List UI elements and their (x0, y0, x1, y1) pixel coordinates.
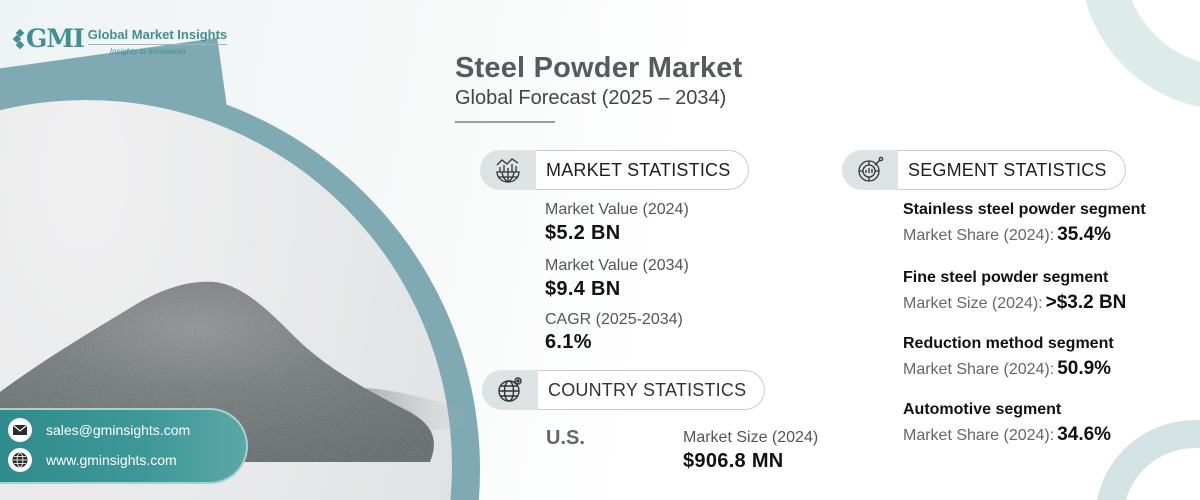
segment-2-title: Fine steel powder segment (903, 269, 1109, 286)
title-divider (455, 121, 555, 123)
country-name: U.S. (546, 427, 585, 449)
cagr-value: 6.1% (545, 331, 592, 353)
country-statistics-heading: COUNTRY STATISTICS (538, 370, 766, 410)
segment-1-stat: Market Share (2024): 35.4% (903, 224, 1111, 246)
contact-website[interactable]: www.gminsights.com (46, 452, 177, 468)
segment-2-stat: Market Size (2024): >$3.2 BN (903, 292, 1126, 314)
segment-statistics-header: SEGMENT STATISTICS (842, 150, 1126, 190)
contact-panel: sales@gminsights.com www.gminsights.com (0, 408, 248, 484)
segment-2-label: Market Size (2024): (903, 295, 1043, 312)
page-subtitle: Global Forecast (2025 – 2034) (455, 87, 727, 109)
envelope-icon (8, 418, 32, 442)
segment-1-title: Stainless steel powder segment (903, 201, 1146, 218)
chart-globe-icon (480, 150, 536, 190)
segment-3-title: Reduction method segment (903, 335, 1114, 352)
segment-3-value: 50.9% (1057, 358, 1112, 379)
pie-target-icon (842, 150, 898, 190)
segment-2-value: >$3.2 BN (1045, 292, 1127, 313)
country-market-size-value: $906.8 MN (683, 450, 784, 472)
segment-1-value: 35.4% (1057, 224, 1112, 245)
contact-email-row[interactable]: sales@gminsights.com (8, 418, 190, 442)
cagr-label: CAGR (2025-2034) (545, 311, 683, 328)
gmi-logo: GMI Global Market Insights Insights to I… (12, 24, 228, 56)
segment-3-label: Market Share (2024): (903, 361, 1055, 378)
globe-icon (8, 448, 32, 472)
country-market-size-label: Market Size (2024) (683, 429, 819, 446)
market-value-2034-label: Market Value (2034) (545, 257, 689, 274)
segment-4-stat: Market Share (2024): 34.6% (903, 424, 1111, 446)
decorative-arc-top-right (1080, 0, 1200, 110)
contact-email[interactable]: sales@gminsights.com (46, 422, 191, 438)
page-title: Steel Powder Market (455, 52, 743, 84)
segment-1-label: Market Share (2024): (903, 227, 1055, 244)
market-value-2034-value: $9.4 BN (545, 278, 621, 300)
logo-diamond-icon (12, 28, 25, 50)
logo-company-name: Global Market Insights (87, 27, 228, 45)
contact-website-row[interactable]: www.gminsights.com (8, 448, 177, 472)
market-statistics-header: MARKET STATISTICS (480, 150, 750, 190)
logo-tagline: Insights to Innovation (109, 47, 186, 56)
country-statistics-header: COUNTRY STATISTICS (482, 370, 766, 410)
market-value-2024-value: $5.2 BN (545, 222, 621, 244)
globe-pin-icon (482, 370, 538, 410)
segment-4-label: Market Share (2024): (903, 427, 1055, 444)
logo-mark: GMI (12, 24, 85, 54)
logo-initials: GMI (26, 24, 85, 53)
market-statistics-heading: MARKET STATISTICS (536, 150, 750, 190)
segment-4-title: Automotive segment (903, 401, 1062, 418)
segment-3-stat: Market Share (2024): 50.9% (903, 358, 1111, 380)
segment-4-value: 34.6% (1057, 424, 1112, 445)
market-value-2024-label: Market Value (2024) (545, 201, 689, 218)
segment-statistics-heading: SEGMENT STATISTICS (898, 150, 1126, 190)
